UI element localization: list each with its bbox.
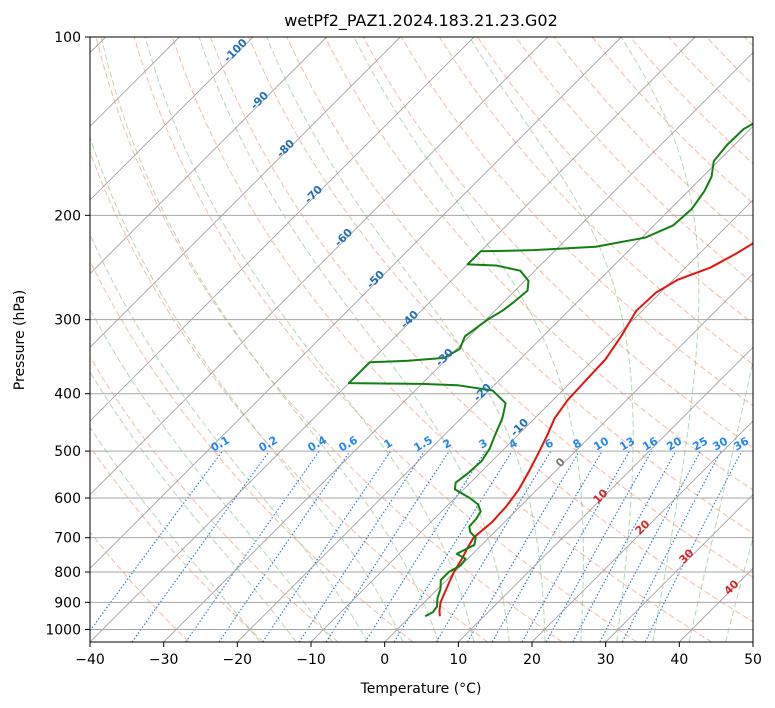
isotherm-line	[458, 346, 753, 642]
y-tick-label: 900	[54, 595, 81, 611]
dry-adiabat-line	[400, 37, 753, 407]
plot-frame	[89, 36, 754, 643]
isotherm-line	[163, 52, 753, 642]
mixing-ratio-line	[325, 450, 450, 642]
y-axis-label: Pressure (hPa)	[12, 290, 28, 390]
mixing-ratio-line	[218, 450, 351, 642]
isotherm-line	[605, 494, 753, 642]
dewpoint-profile	[347, 122, 753, 618]
mixing-ratio-line	[131, 450, 270, 642]
moist-adiabat-line	[198, 37, 510, 642]
dry-adiabat-line	[133, 37, 638, 642]
isotherm-line	[90, 37, 696, 642]
isotherm-line	[310, 199, 753, 642]
mixing-ratio-line	[644, 450, 743, 642]
y-tick-label: 700	[54, 531, 81, 547]
isotherm-line	[90, 37, 548, 496]
x-axis-ticks: −40 −30 −20 −10 0 10 20 30 40 50	[75, 642, 762, 668]
dry-adiabat-line	[210, 37, 753, 623]
sounding-profiles	[347, 122, 753, 618]
mixing-ratio-line	[90, 450, 223, 632]
isotherm-line	[90, 37, 622, 569]
x-tick-label: −40	[75, 652, 105, 668]
moist-adiabat-line	[144, 37, 475, 642]
y-tick-label: 1000	[45, 622, 81, 638]
moist-adiabat-line	[353, 37, 584, 642]
x-tick-label: 10	[449, 652, 467, 668]
x-tick-label: 20	[523, 652, 541, 668]
dry-adiabat-line	[171, 37, 712, 642]
x-tick-label: 40	[670, 652, 688, 668]
mixing-ratio-line	[185, 450, 320, 642]
isotherm-line	[384, 273, 753, 642]
y-tick-label: 200	[54, 208, 81, 224]
x-tick-label: 0	[380, 652, 389, 668]
y-tick-label: 300	[54, 313, 81, 329]
dry-adiabat-line	[515, 37, 753, 284]
mixing-ratio-line	[393, 450, 513, 642]
moist-adiabat-line	[100, 37, 439, 642]
dry-adiabat-line	[439, 37, 753, 366]
x-tick-label: −20	[223, 652, 253, 668]
y-axis-ticks: 100 200 300 400 500 600 700 800 900 1000	[45, 30, 90, 638]
moist-adiabat-line	[90, 370, 297, 642]
isotherm-line	[90, 37, 327, 275]
mixing-ratio-line	[599, 450, 702, 642]
isotherm-line	[531, 420, 753, 642]
x-tick-label: 50	[744, 652, 762, 668]
x-tick-label: −10	[296, 652, 326, 668]
mixing-ratio-line	[435, 450, 552, 642]
chart-title: wetPf2_PAZ1.2024.183.21.23.G02	[284, 11, 558, 31]
mixing-ratio-line	[621, 450, 722, 642]
mixing-ratio-line	[545, 450, 653, 642]
mixing-ratio-line	[298, 450, 425, 642]
mixing-ratio-line	[364, 450, 486, 642]
moist-adiabat-line	[90, 135, 404, 642]
isotherm-line	[90, 37, 401, 348]
mixing-ratio-line	[521, 450, 630, 642]
mixing-ratio-line	[572, 450, 677, 642]
x-axis-label: Temperature (°C)	[360, 681, 482, 697]
y-tick-label: 500	[54, 444, 81, 460]
isotherm-line	[90, 37, 254, 201]
isobar-gridlines	[90, 37, 753, 630]
mixing-ratio-line	[262, 450, 392, 642]
moist-adiabat-line	[688, 358, 753, 642]
moist-adiabat-line	[469, 37, 634, 642]
y-tick-label: 400	[54, 387, 81, 403]
x-tick-label: −30	[149, 652, 179, 668]
dry-adiabat-line	[90, 150, 488, 642]
dry-adiabat-line	[90, 445, 264, 642]
moist-adiabat-line	[90, 426, 261, 642]
dry-adiabat-line	[248, 37, 753, 578]
isotherm-line	[237, 125, 753, 642]
temperature-profile	[438, 242, 753, 617]
y-tick-label: 600	[54, 491, 81, 507]
dry-adiabat-line	[90, 531, 190, 642]
moist-adiabat-line	[90, 233, 369, 642]
y-tick-label: 800	[54, 565, 81, 581]
moist-adiabat-line	[266, 37, 546, 642]
x-tick-label: 30	[597, 652, 615, 668]
moist-adiabat-line	[620, 37, 700, 642]
background-lines	[90, 37, 753, 642]
isotherm-line	[90, 37, 475, 422]
dry-adiabat-line	[95, 37, 563, 642]
y-tick-label: 100	[54, 30, 81, 46]
